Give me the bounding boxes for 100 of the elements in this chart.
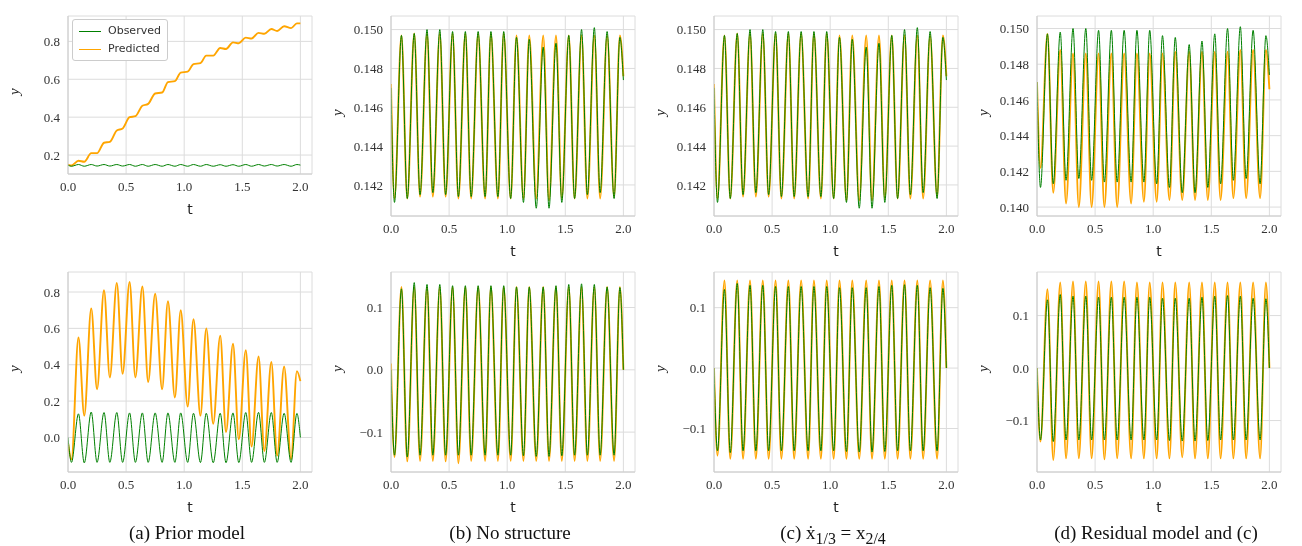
y-tick-label: 0.140 bbox=[999, 199, 1029, 215]
y-tick-label: 0.144 bbox=[676, 138, 707, 154]
y-tick-label: 0.142 bbox=[999, 163, 1029, 179]
x-tick-label: 2.0 bbox=[292, 179, 309, 195]
y-tick-label: 0.146 bbox=[999, 92, 1030, 108]
line-series bbox=[68, 281, 302, 461]
y-tick-label: 0.0 bbox=[689, 360, 706, 376]
y-tick-label: 0.6 bbox=[43, 320, 61, 336]
x-tick-label: 2.0 bbox=[1261, 221, 1278, 237]
x-tick-label: 1.5 bbox=[880, 477, 897, 493]
y-tick-label: 0.0 bbox=[366, 362, 383, 378]
x-tick-label: 0.0 bbox=[705, 477, 723, 493]
x-tick-label: 1.0 bbox=[499, 221, 516, 237]
y-axis-title: y bbox=[6, 365, 23, 374]
x-tick-label: 2.0 bbox=[615, 477, 632, 493]
y-tick-label: 0.142 bbox=[676, 177, 706, 193]
x-tick-label: 1.0 bbox=[1145, 221, 1162, 237]
x-tick-label: 0.0 bbox=[1028, 221, 1046, 237]
x-tick-label: 0.0 bbox=[382, 477, 400, 493]
x-tick-label: 2.0 bbox=[1261, 477, 1278, 493]
x-axis-title: t bbox=[833, 499, 840, 515]
x-tick-label: 2.0 bbox=[292, 477, 309, 493]
y-tick-label: 0.150 bbox=[999, 21, 1029, 37]
x-axis-title: t bbox=[187, 201, 194, 217]
x-tick-label: 2.0 bbox=[938, 221, 955, 237]
y-tick-label: 0.1 bbox=[366, 300, 383, 316]
y-tick-label: 0.2 bbox=[43, 147, 60, 163]
y-tick-label: 0.1 bbox=[689, 300, 706, 316]
y-tick-label: 0.142 bbox=[353, 177, 383, 193]
y-axis-title: y bbox=[975, 365, 992, 374]
x-tick-label: 1.5 bbox=[557, 221, 574, 237]
x-tick-label: 0.5 bbox=[440, 221, 458, 237]
y-tick-label: 0.0 bbox=[43, 430, 60, 446]
x-axis-title: t bbox=[1156, 243, 1163, 259]
y-tick-label: 0.2 bbox=[43, 393, 60, 409]
x-tick-label: 1.5 bbox=[880, 221, 897, 237]
y-tick-label: 0.4 bbox=[43, 109, 61, 125]
y-tick-label: 0.4 bbox=[43, 357, 61, 373]
y-tick-label: 0.150 bbox=[676, 22, 706, 38]
legend-label: Observed bbox=[108, 23, 161, 39]
y-tick-label: −0.1 bbox=[1005, 413, 1029, 429]
x-tick-label: 0.5 bbox=[117, 179, 135, 195]
x-tick-label: 0.5 bbox=[1086, 477, 1104, 493]
y-tick-label: 0.148 bbox=[999, 56, 1029, 72]
legend-label: Predicted bbox=[108, 41, 160, 57]
x-axis-title: t bbox=[833, 243, 840, 259]
y-axis-title: y bbox=[329, 109, 346, 118]
x-tick-label: 0.0 bbox=[59, 179, 77, 195]
y-axis-title: y bbox=[975, 109, 992, 118]
y-tick-label: 0.144 bbox=[353, 138, 384, 154]
text: (d) Residual model and (c) bbox=[1053, 522, 1259, 544]
y-axis-title: y bbox=[6, 88, 23, 97]
x-tick-label: 1.5 bbox=[1203, 221, 1220, 237]
y-tick-label: −0.1 bbox=[359, 424, 383, 440]
y-axis-title: y bbox=[329, 365, 346, 374]
text: (b) No structure bbox=[448, 522, 572, 544]
y-tick-label: −0.1 bbox=[682, 421, 706, 437]
y-axis-title: y bbox=[652, 109, 669, 118]
line-series bbox=[1037, 294, 1270, 443]
y-tick-label: 0.6 bbox=[43, 71, 61, 87]
y-tick-label: 0.148 bbox=[353, 61, 383, 77]
x-tick-label: 1.5 bbox=[557, 477, 574, 493]
x-tick-label: 1.5 bbox=[1203, 477, 1220, 493]
line-series bbox=[68, 22, 302, 167]
x-tick-label: 1.0 bbox=[176, 179, 193, 195]
x-tick-label: 0.0 bbox=[382, 221, 400, 237]
x-tick-label: 0.0 bbox=[59, 477, 77, 493]
x-tick-label: 2.0 bbox=[938, 477, 955, 493]
y-tick-label: 0.150 bbox=[353, 22, 383, 38]
x-tick-label: 1.0 bbox=[499, 477, 516, 493]
y-tick-label: 0.146 bbox=[353, 99, 384, 115]
x-tick-label: 1.5 bbox=[234, 477, 251, 493]
x-tick-label: 1.0 bbox=[176, 477, 193, 493]
y-tick-label: 0.1 bbox=[1012, 308, 1029, 324]
x-axis-title: t bbox=[1156, 499, 1163, 515]
x-tick-label: 1.0 bbox=[1145, 477, 1162, 493]
y-axis-title: y bbox=[652, 365, 669, 374]
x-tick-label: 0.5 bbox=[1086, 221, 1104, 237]
x-axis-title: t bbox=[510, 499, 517, 515]
y-tick-label: 0.0 bbox=[1012, 360, 1029, 376]
x-tick-label: 1.0 bbox=[822, 221, 839, 237]
x-tick-label: 1.5 bbox=[234, 179, 251, 195]
y-tick-label: 0.148 bbox=[676, 61, 706, 77]
line-series bbox=[1037, 280, 1271, 461]
y-tick-label: 0.146 bbox=[676, 99, 707, 115]
x-tick-label: 0.0 bbox=[1028, 477, 1046, 493]
x-tick-label: 0.5 bbox=[763, 477, 781, 493]
text: (a) Prior model bbox=[127, 522, 247, 544]
y-tick-label: 0.8 bbox=[43, 34, 60, 49]
x-tick-label: 2.0 bbox=[615, 221, 632, 237]
line-series bbox=[68, 411, 301, 464]
x-tick-label: 1.0 bbox=[822, 477, 839, 493]
x-axis-title: t bbox=[510, 243, 517, 259]
x-tick-label: 0.5 bbox=[440, 477, 458, 493]
text: (c) ẋ$_{1/3}$ = x$_{2/4}$ bbox=[779, 522, 887, 546]
y-tick-label: 0.8 bbox=[43, 284, 60, 300]
x-tick-label: 0.0 bbox=[705, 221, 723, 237]
y-tick-label: 0.144 bbox=[999, 128, 1030, 144]
x-tick-label: 0.5 bbox=[117, 477, 135, 493]
x-axis-title: t bbox=[187, 499, 194, 515]
